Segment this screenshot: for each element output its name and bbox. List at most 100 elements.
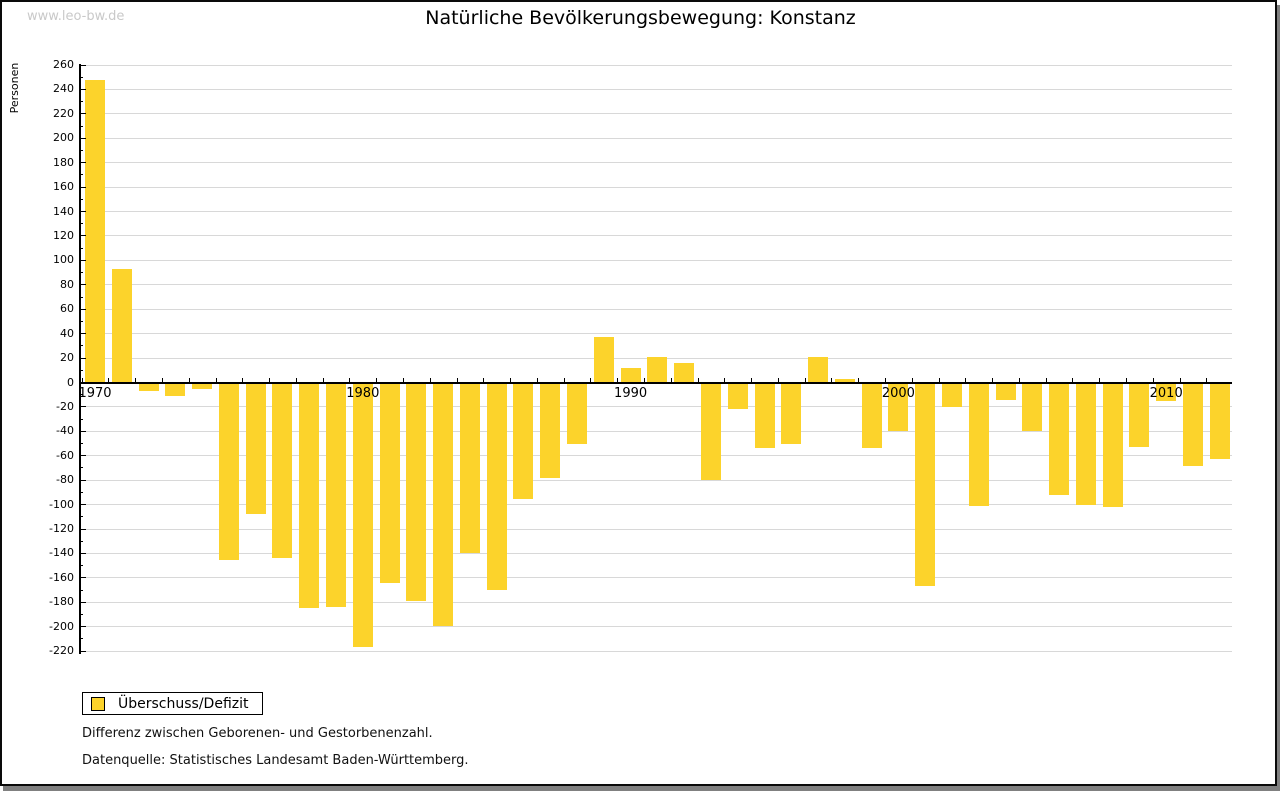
y-axis-tick <box>80 137 86 139</box>
x-axis-tick <box>751 377 753 383</box>
y-axis-tick <box>80 357 86 359</box>
bar-1993 <box>700 382 721 481</box>
chart-description: Differenz zwischen Geborenen- und Gestor… <box>82 726 433 741</box>
y-axis-tick <box>80 394 83 396</box>
bar-1988 <box>567 382 588 444</box>
bar-2010 <box>1156 382 1177 401</box>
bar-1991 <box>647 356 668 383</box>
x-axis-tick <box>590 377 592 383</box>
bar-1990 <box>620 367 641 383</box>
y-axis-tick <box>80 272 83 274</box>
x-axis-tick <box>215 377 217 383</box>
gridline <box>80 113 1232 115</box>
y-tick-label: 100 <box>53 253 74 267</box>
x-axis-tick <box>831 377 833 383</box>
y-axis-tick <box>80 552 86 554</box>
y-axis-tick <box>80 113 86 115</box>
y-axis-tick <box>80 198 83 200</box>
y-axis-tick <box>80 259 86 261</box>
y-axis-tick <box>80 650 86 652</box>
y-tick-label: 60 <box>60 302 74 316</box>
legend: Überschuss/Defizit <box>82 692 264 715</box>
y-tick-label: -180 <box>49 595 74 609</box>
x-axis-tick <box>322 377 324 383</box>
gridline <box>80 430 1232 432</box>
legend-label: Überschuss/Defizit <box>118 695 249 712</box>
bar-1970 <box>85 79 105 383</box>
x-axis-tick <box>161 377 163 383</box>
y-axis-tick <box>80 369 83 371</box>
x-axis-tick <box>1206 377 1208 383</box>
y-tick-label: -120 <box>49 522 74 536</box>
x-axis-tick <box>617 377 619 383</box>
x-axis-tick <box>777 377 779 383</box>
y-axis-tick <box>80 382 86 383</box>
y-axis-tick <box>80 333 86 335</box>
y-tick-label: -80 <box>56 473 74 487</box>
bar-1995 <box>754 382 775 449</box>
y-axis-tick <box>80 504 86 506</box>
x-axis-tick <box>188 377 190 383</box>
bar-1974 <box>192 382 213 389</box>
bar-2005 <box>1022 382 1043 432</box>
gridline <box>80 284 1232 286</box>
x-tick-label: 1980 <box>346 386 380 401</box>
y-tick-label: -20 <box>56 399 74 413</box>
gridline <box>80 577 1232 579</box>
y-axis-tick <box>80 345 83 347</box>
y-axis-tick <box>80 101 83 103</box>
y-axis-tick <box>80 589 83 591</box>
y-axis-tick <box>80 565 83 567</box>
y-tick-label: -160 <box>49 570 74 584</box>
bar-1989 <box>593 337 614 383</box>
y-tick-label: -60 <box>56 448 74 462</box>
y-axis-tick <box>80 296 83 298</box>
x-axis-tick <box>483 377 485 383</box>
y-axis-tick <box>80 491 83 493</box>
x-axis-tick <box>376 377 378 383</box>
gridline <box>80 406 1232 408</box>
gridline <box>80 137 1232 139</box>
y-tick-label: 140 <box>53 204 74 218</box>
y-axis-tick <box>80 614 83 616</box>
x-axis-tick <box>402 377 404 383</box>
bar-1984 <box>459 382 480 554</box>
x-tick-label: 2010 <box>1149 386 1183 401</box>
bar-1972 <box>138 382 159 392</box>
y-tick-label: 80 <box>60 277 74 291</box>
y-tick-label: 40 <box>60 326 74 340</box>
y-axis-tick <box>80 638 83 640</box>
bar-1986 <box>513 382 534 499</box>
x-axis-tick <box>911 377 913 383</box>
bar-1979 <box>326 382 347 608</box>
y-axis-tick <box>80 479 86 481</box>
y-axis-tick <box>80 211 86 213</box>
gridline <box>80 504 1232 506</box>
x-axis-tick <box>724 377 726 383</box>
legend-swatch-icon <box>91 696 105 711</box>
bar-2009 <box>1129 382 1150 448</box>
page-title: Natürliche Bevölkerungsbewegung: Konstan… <box>425 7 856 29</box>
y-axis-tick <box>80 455 86 457</box>
x-axis-tick <box>349 377 351 383</box>
y-axis-tick <box>80 577 86 579</box>
bar-1997 <box>808 356 829 383</box>
y-tick-label: 120 <box>53 228 74 242</box>
bar-1985 <box>486 382 507 591</box>
x-axis-tick <box>938 377 940 383</box>
y-axis-title: Personen <box>8 62 21 114</box>
bar-1982 <box>406 382 427 602</box>
y-axis-tick <box>80 125 83 127</box>
x-axis-tick <box>536 377 538 383</box>
gridline <box>80 528 1232 530</box>
x-axis-tick <box>456 377 458 383</box>
gridline <box>80 601 1232 603</box>
gridline <box>80 479 1232 481</box>
x-tick-label: 1970 <box>78 386 112 401</box>
y-tick-label: 240 <box>53 82 74 96</box>
bar-1978 <box>299 382 320 609</box>
bar-2002 <box>941 382 962 407</box>
y-axis-tick <box>80 430 86 432</box>
bar-1973 <box>165 382 186 396</box>
